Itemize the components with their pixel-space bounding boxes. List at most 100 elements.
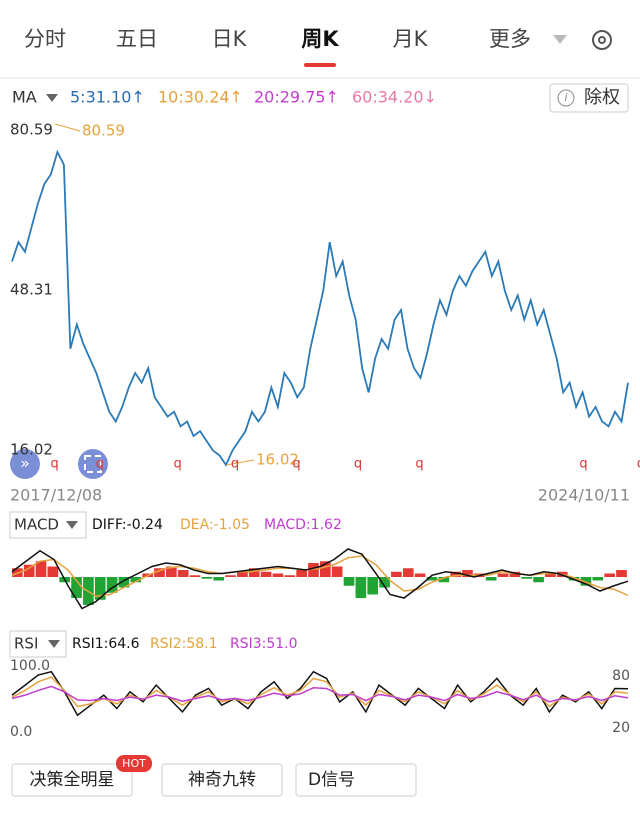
macd-bar [225,575,236,577]
tab[interactable]: 分时 [24,27,66,51]
bottom-button[interactable] [11,763,133,797]
macd-bar [296,570,307,577]
macd-bar [509,571,521,577]
tab[interactable]: 日K [212,27,248,51]
expand-icon: » [20,454,30,473]
macd-label: MACD [14,516,59,534]
macd-bar [154,568,165,577]
macd-bar [485,577,497,581]
macd-bar [592,577,604,581]
min-label: 16.02 [10,441,53,459]
max-label: 80.59 [10,121,53,139]
macd-bar [130,577,142,583]
macd-bar [118,577,130,588]
macd-bar [260,571,272,577]
macd-bar [177,570,189,577]
ma-label: MA [12,88,37,107]
marker: q [173,457,181,472]
rsi-top: 100.0 [10,658,50,674]
diff-line [11,548,629,610]
marker: q [50,457,58,472]
rsi3-line [11,685,629,703]
rsi3: RSI3:51.0 [230,636,298,652]
macd-bar [580,577,592,586]
marker: q [354,457,362,472]
bottom-button-label: 决策全明星 [30,770,115,790]
rsi-arrow [48,640,60,648]
rsi-right-bottom: 20 [612,720,630,736]
hot-badge [116,755,152,772]
macd-bar [106,577,118,593]
fullscreen-icon [84,455,102,473]
bottom-button[interactable] [161,763,283,797]
mid-label: 48.31 [10,281,53,299]
macd-bar [71,577,82,598]
macd-bar [272,573,284,577]
tab[interactable]: 月K [393,27,429,51]
macd-bar [438,577,450,583]
gear [592,30,612,50]
marker: q [292,457,300,472]
macd-bar [545,573,556,577]
macd-bar [604,573,615,577]
gear-core [598,36,606,44]
macd-bar [213,577,225,581]
tab[interactable]: 周K [301,27,339,51]
rsi1: RSI1:64.6 [72,636,140,652]
macd-value: MACD:1.62 [264,517,342,533]
macd-bar [379,577,390,588]
tab-underline [304,63,336,67]
macd-bar [462,570,473,577]
macd-bar [35,561,47,577]
marker: q [579,457,587,472]
marker: q [231,457,239,472]
macd-bar [47,566,59,577]
ma-value: 10:30.24↑ [158,88,243,107]
macd-bar [166,566,177,577]
ma-value: 60:34.20↓ [352,88,437,107]
macd-bar [284,575,296,577]
expand-button[interactable] [10,449,40,479]
macd-bar [450,571,461,577]
hot-text: HOT [122,757,146,770]
macd-bar [189,575,201,577]
fq-label: 除权 [584,87,620,108]
macd-bar [521,577,533,579]
rsi-bottom: 0.0 [10,724,32,740]
bottom-button-label: 神奇九转 [188,770,256,790]
macd-bar [343,577,355,586]
tab[interactable]: 五日 [116,27,158,51]
macd-bar [426,577,438,581]
macd-bar [497,573,509,577]
marker: q [96,457,104,472]
tab[interactable]: 更多 [489,27,531,51]
rsi1-line [11,670,629,717]
ma-value: 5:31.10↑ [70,88,145,107]
ma-arrow [46,94,58,102]
marker: q [415,457,423,472]
max-pointer [54,123,81,132]
macd-bar [248,568,260,577]
start-date: 2017/12/08 [10,486,102,505]
rsi2-line [11,676,629,708]
macd-bar [94,577,106,600]
rsi2: RSI2:58.1 [150,636,218,652]
macd-bar [331,566,343,577]
bottom-button[interactable] [295,763,417,797]
min-annotation: 16.02 [256,451,299,469]
end-date: 2024/10/11 [538,486,630,505]
settings-icon[interactable] [592,30,612,50]
rsi-label: RSI [14,635,38,653]
min-pointer [225,459,255,466]
macd-bar [355,577,367,598]
macd-bar [391,571,402,577]
more-arrow [553,35,567,44]
macd-bar [237,571,248,577]
bottom-button-label: D信号 [308,770,355,790]
marker: q [637,457,640,472]
macd-bar [414,573,426,577]
macd-bar [616,570,627,577]
rsi-right-top: 80 [612,668,630,684]
macd-diff: DIFF:-0.24 [92,517,163,533]
